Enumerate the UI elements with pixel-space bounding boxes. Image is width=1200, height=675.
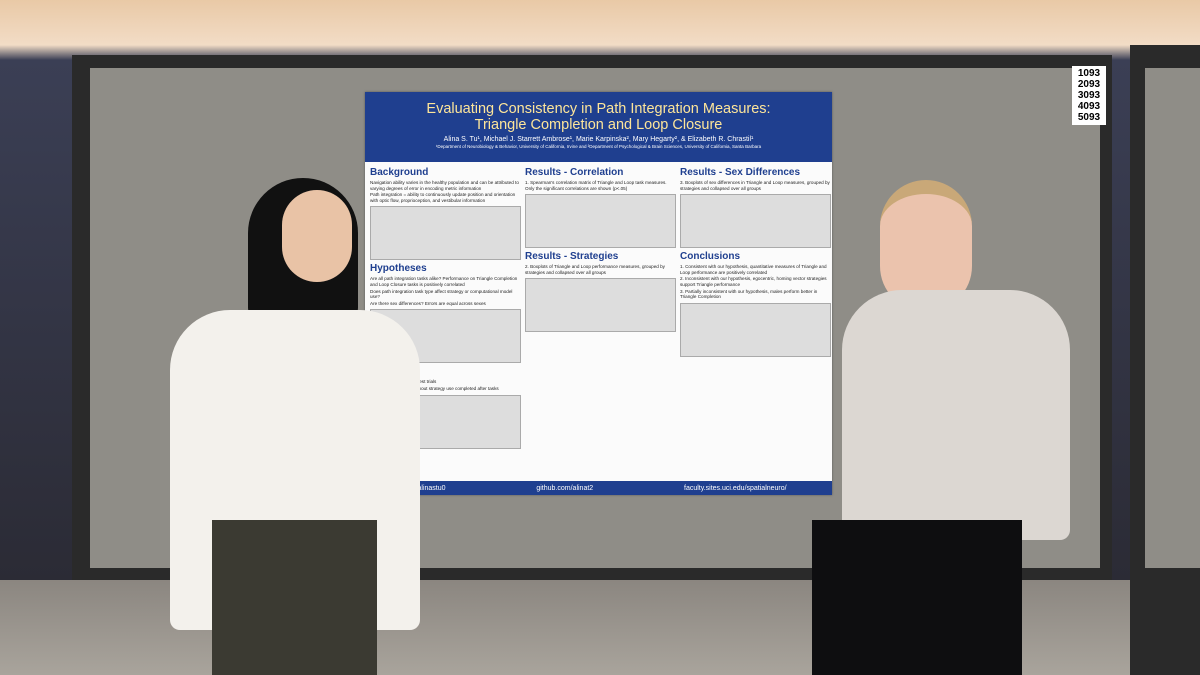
booth-number: 5093	[1077, 112, 1101, 123]
section-text: 3. Partially inconsistent with our hypot…	[680, 288, 818, 300]
section-text: Navigation ability varies in the healthy…	[370, 180, 519, 191]
section-text: 2. Inconsistent with our hypothesis, ego…	[680, 276, 827, 287]
figure	[680, 302, 831, 357]
top-right	[842, 290, 1070, 540]
section-text: Free-response survey about strategy use …	[370, 385, 499, 391]
figure	[370, 206, 521, 261]
affiliations: ¹Department of Neurobiology & Behavior, …	[435, 144, 762, 149]
title-line: Evaluating Consistency in Path Integrati…	[426, 101, 771, 117]
figure	[525, 278, 676, 333]
poster-title: Evaluating Consistency in Path Integrati…	[365, 101, 832, 133]
section-text: 2. Boxplots of Triangle and Loop perform…	[525, 264, 665, 275]
section-text: 3. Boxplots of sex differences in Triang…	[680, 180, 830, 191]
booth-tag: 1093 2093 3093 4093 5093	[1072, 66, 1106, 125]
face-left	[282, 190, 352, 282]
section-heading: Conclusions	[680, 251, 741, 263]
next-panel	[1145, 68, 1200, 568]
authors: Alina S. Tu¹, Michael J. Starrett Ambros…	[443, 136, 754, 143]
poster-column: Results - Correlation 1. Spearman's corre…	[523, 164, 678, 482]
section-heading: Results - Sex Differences	[680, 167, 801, 178]
footer-link: @alinastu0	[410, 484, 446, 492]
title-line: Triangle Completion and Loop Closure	[474, 117, 723, 133]
section-heading: Results - Strategies	[525, 251, 619, 263]
footer-link: faculty.sites.uci.edu/spatialneuro/	[684, 484, 787, 492]
poster: Evaluating Consistency in Path Integrati…	[365, 92, 832, 495]
pants-right	[812, 520, 1022, 675]
booth-number: 1093	[1077, 68, 1101, 79]
pants-left	[212, 520, 377, 675]
section-text: 1. Spearman's correlation matrix of Tria…	[525, 180, 667, 191]
booth-number: 4093	[1077, 101, 1101, 112]
section-heading: Background	[370, 167, 429, 178]
poster-footer: @alinastu0 github.com/alinat2 faculty.site…	[365, 481, 832, 495]
section-heading: Results - Correlation	[525, 167, 624, 178]
section-text: 1. Consistent with our hypothesis, quant…	[680, 264, 827, 275]
section-text: Are all path integration tasks alike? Pe…	[370, 276, 518, 287]
figure	[680, 194, 831, 249]
section-text: Does path integration task type affect s…	[370, 288, 513, 300]
footer-link: github.com/alinat2	[536, 484, 594, 492]
booth-number: 3093	[1077, 90, 1101, 101]
poster-header: Evaluating Consistency in Path Integrati…	[365, 92, 832, 162]
poster-column: Results - Sex Differences 3. Boxplots of …	[678, 164, 833, 482]
section-text: Path integration = ability to continuous…	[370, 192, 516, 203]
section-text: Are there sex differences? Errors are eq…	[370, 300, 486, 306]
section-heading: Hypotheses	[370, 263, 427, 275]
booth-number: 2093	[1077, 79, 1101, 90]
figure	[525, 194, 676, 249]
